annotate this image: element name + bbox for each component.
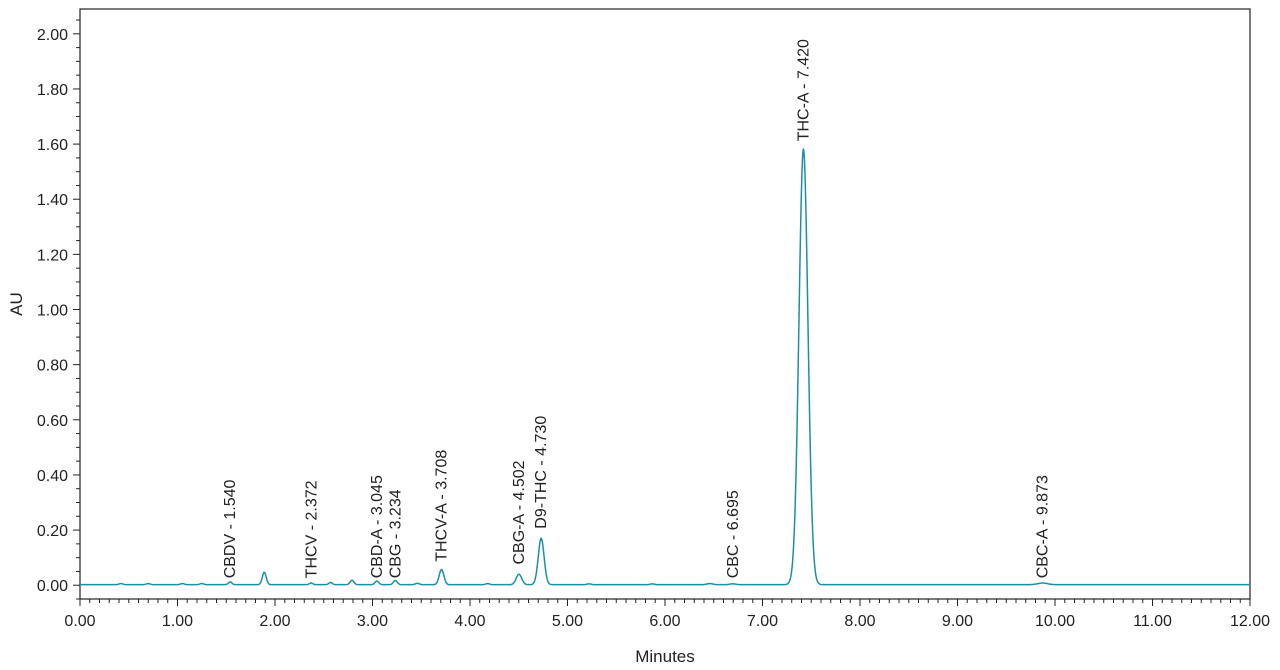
x-axis: 0.00 1.00 2.00 3.00 4.00 5.00 6.00 7.00 8.00 9.00… bbox=[64, 599, 1270, 630]
peak-label: CBC - 6.695 bbox=[725, 490, 742, 578]
y-tick-label: 0.60 bbox=[37, 413, 68, 430]
y-tick-label: 0.40 bbox=[37, 468, 68, 485]
x-tick-label: 8.00 bbox=[844, 613, 875, 630]
peak-label: CBD-A - 3.045 bbox=[369, 475, 386, 578]
x-tick-label: 7.00 bbox=[747, 613, 778, 630]
y-tick-label: 1.80 bbox=[37, 82, 68, 99]
x-tick-label: 0.00 bbox=[64, 613, 95, 630]
peak-label: CBC-A - 9.873 bbox=[1035, 475, 1052, 578]
x-tick-label: 10.00 bbox=[1035, 613, 1075, 630]
x-tick-label: 4.00 bbox=[454, 613, 485, 630]
x-tick-label: 2.00 bbox=[259, 613, 290, 630]
x-tick-label: 11.00 bbox=[1133, 613, 1172, 630]
peak-annotations: CBDV - 1.540 THCV - 2.372 CBD-A - 3.045 CBG… bbox=[222, 39, 1051, 578]
peak-label: D9-THC - 4.730 bbox=[533, 416, 550, 529]
y-axis-title: AU bbox=[7, 292, 26, 316]
peak-label: THC-A - 7.420 bbox=[795, 39, 812, 141]
x-tick-label: 6.00 bbox=[649, 613, 680, 630]
chromatogram-trace bbox=[79, 148, 1251, 586]
x-axis-title: Minutes bbox=[635, 647, 695, 666]
y-tick-label: 1.60 bbox=[37, 137, 68, 154]
y-tick-label: 1.20 bbox=[37, 247, 68, 264]
peak-label: CBG-A - 4.502 bbox=[511, 460, 528, 564]
x-tick-label: 9.00 bbox=[942, 613, 973, 630]
peak-label: THCV-A - 3.708 bbox=[434, 450, 451, 562]
peak-label: THCV - 2.372 bbox=[303, 480, 320, 578]
x-tick-label: 1.00 bbox=[162, 613, 193, 630]
y-tick-label: 1.40 bbox=[37, 192, 68, 209]
y-axis: 0.00 0.20 0.40 0.60 0.80 1.00 1.20 1.40 1.60 1.80… bbox=[37, 19, 80, 600]
x-tick-label: 5.00 bbox=[552, 613, 583, 630]
plot-area-frame bbox=[79, 8, 1251, 600]
y-tick-label: 0.80 bbox=[37, 358, 68, 375]
peak-label: CBG - 3.234 bbox=[387, 489, 404, 578]
x-tick-label: 12.00 bbox=[1230, 613, 1270, 630]
x-tick-label: 3.00 bbox=[357, 613, 388, 630]
y-tick-label: 0.00 bbox=[37, 578, 68, 595]
y-tick-label: 0.20 bbox=[37, 523, 68, 540]
peak-label: CBDV - 1.540 bbox=[222, 479, 239, 578]
y-tick-label: 2.00 bbox=[37, 27, 68, 44]
y-tick-label: 1.00 bbox=[37, 303, 68, 320]
